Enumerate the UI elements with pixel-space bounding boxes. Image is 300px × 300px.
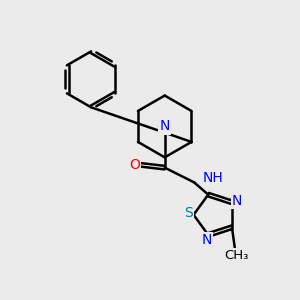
- Text: N: N: [202, 233, 212, 247]
- Text: N: N: [160, 119, 170, 134]
- Text: S: S: [184, 206, 193, 220]
- Text: CH₃: CH₃: [224, 249, 248, 262]
- Text: NH: NH: [203, 171, 224, 185]
- Text: N: N: [232, 194, 242, 208]
- Text: O: O: [129, 158, 140, 172]
